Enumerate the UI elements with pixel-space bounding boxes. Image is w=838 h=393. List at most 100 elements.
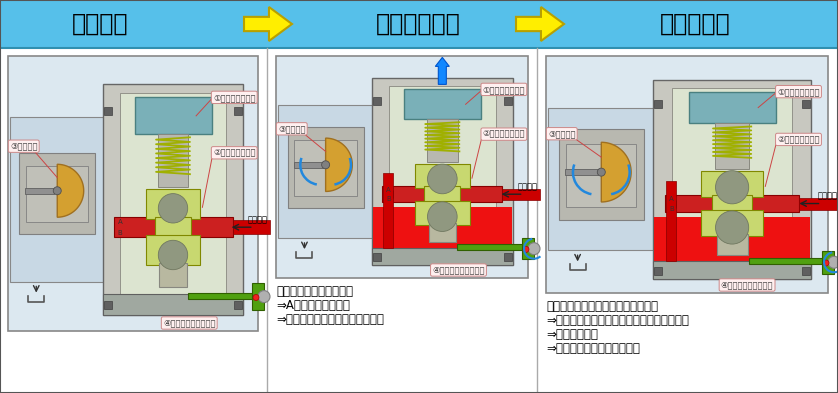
Text: ③可変斜板: ③可変斜板 — [10, 142, 38, 151]
Text: コントロールレバー操作: コントロールレバー操作 — [276, 285, 353, 298]
Polygon shape — [602, 142, 631, 202]
Bar — [234, 107, 242, 115]
Text: ⇒サーボピストン端面に油圧供給: ⇒サーボピストン端面に油圧供給 — [276, 313, 384, 326]
Bar — [404, 89, 481, 119]
Bar — [135, 97, 211, 134]
Bar — [548, 108, 666, 250]
Text: A: A — [386, 187, 391, 193]
Bar — [654, 99, 662, 108]
Circle shape — [823, 260, 829, 266]
Circle shape — [54, 187, 61, 195]
Bar — [424, 186, 460, 202]
Bar — [654, 217, 810, 261]
Bar — [0, 0, 838, 48]
Bar — [672, 88, 792, 263]
Bar — [701, 210, 763, 236]
Circle shape — [158, 240, 188, 270]
Bar — [427, 119, 458, 162]
Bar — [19, 153, 95, 233]
Bar — [103, 294, 243, 314]
Circle shape — [158, 194, 188, 223]
Bar — [103, 83, 243, 314]
Bar — [8, 56, 258, 331]
Bar — [234, 301, 242, 309]
Polygon shape — [57, 164, 84, 217]
Bar — [566, 169, 597, 175]
Text: A: A — [117, 219, 122, 225]
Bar — [252, 283, 264, 310]
Text: 前進：操作時: 前進：操作時 — [375, 12, 460, 36]
Circle shape — [523, 246, 529, 252]
Text: 前進：保持: 前進：保持 — [660, 12, 730, 36]
Text: B: B — [117, 230, 122, 236]
Text: ④コントロールレバー: ④コントロールレバー — [163, 318, 215, 327]
Text: ④コントロールレバー: ④コントロールレバー — [432, 266, 484, 274]
Bar — [232, 220, 270, 234]
Polygon shape — [326, 138, 352, 191]
Bar — [146, 235, 200, 265]
Bar — [155, 217, 191, 237]
Circle shape — [322, 161, 329, 169]
Bar — [287, 127, 364, 208]
FancyArrow shape — [435, 57, 449, 84]
Bar — [26, 166, 88, 222]
Bar — [504, 253, 512, 261]
Text: ①サーボピストン: ①サーボピストン — [777, 87, 820, 96]
Polygon shape — [516, 7, 564, 41]
Circle shape — [258, 290, 270, 303]
Circle shape — [427, 164, 458, 194]
Text: ③可変斜板: ③可変斜板 — [548, 129, 576, 138]
Bar — [666, 181, 675, 261]
Bar — [159, 263, 187, 287]
Bar — [559, 129, 644, 220]
Bar — [716, 234, 747, 255]
Bar — [373, 253, 380, 261]
Bar — [372, 78, 513, 264]
Bar — [689, 92, 775, 123]
Bar — [653, 261, 811, 279]
Bar — [293, 162, 323, 168]
Bar — [389, 86, 496, 250]
Text: ③可変斜板: ③可変斜板 — [278, 124, 306, 133]
Bar — [415, 200, 470, 225]
Bar — [120, 93, 226, 296]
Text: ②サーボスプール: ②サーボスプール — [213, 148, 256, 157]
Bar — [715, 123, 749, 169]
Bar — [382, 186, 502, 202]
Bar — [158, 134, 189, 187]
Text: ④コントロールレバー: ④コントロールレバー — [721, 281, 773, 290]
Bar — [276, 56, 528, 278]
Circle shape — [528, 243, 540, 255]
Bar — [802, 267, 810, 275]
Circle shape — [828, 256, 838, 268]
Bar — [415, 164, 470, 188]
Text: 中立位置: 中立位置 — [72, 12, 128, 36]
Text: ⇒可変斜板を任意位置で保持: ⇒可変斜板を任意位置で保持 — [546, 342, 640, 355]
Bar — [665, 195, 799, 212]
Bar — [458, 244, 528, 250]
Text: B: B — [669, 206, 674, 212]
Circle shape — [716, 171, 748, 204]
Bar — [749, 258, 828, 264]
Text: 油圧供給: 油圧供給 — [248, 215, 268, 224]
Circle shape — [716, 211, 748, 244]
Bar — [383, 173, 393, 248]
Text: ①サーボピストン: ①サーボピストン — [213, 93, 256, 102]
Bar — [372, 248, 513, 264]
Bar — [373, 207, 512, 248]
Bar — [10, 116, 115, 281]
Bar — [294, 140, 357, 196]
Bar — [799, 198, 838, 209]
Bar — [802, 99, 810, 108]
Text: B: B — [386, 196, 391, 202]
Text: ①サーボピストン: ①サーボピストン — [483, 85, 525, 94]
Bar — [653, 80, 811, 279]
Bar — [822, 251, 834, 274]
Polygon shape — [244, 7, 292, 41]
Bar — [701, 171, 763, 196]
Bar — [373, 97, 380, 105]
Circle shape — [427, 202, 458, 231]
Bar — [278, 105, 384, 238]
Text: 油圧供給: 油圧供給 — [818, 191, 838, 200]
Bar — [104, 301, 112, 309]
